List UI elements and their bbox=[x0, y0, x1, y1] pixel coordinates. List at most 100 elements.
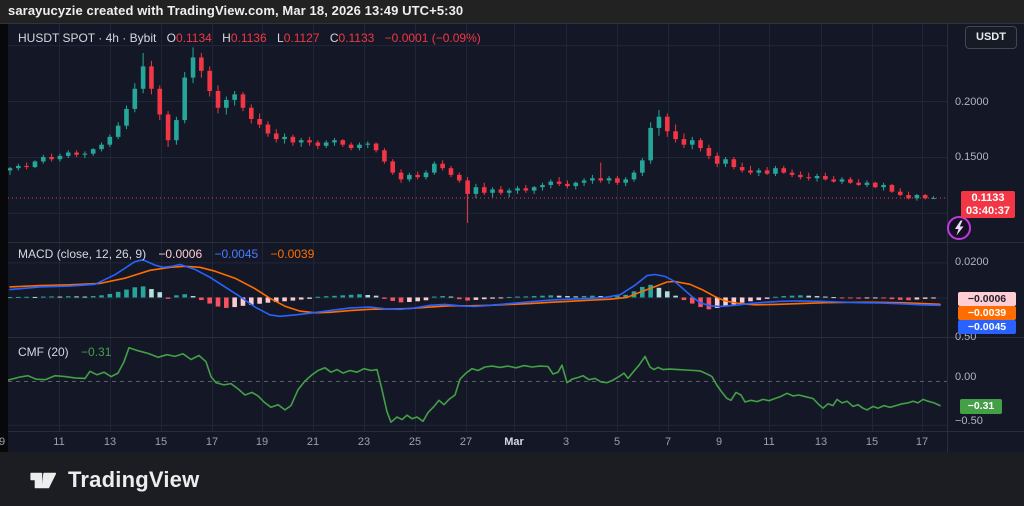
candle-body bbox=[656, 116, 662, 128]
cmf-legend: CMF (20) −0.31 bbox=[18, 345, 111, 359]
candle-body bbox=[848, 179, 853, 183]
candle-body bbox=[864, 182, 870, 185]
candle-body bbox=[465, 180, 470, 194]
macd-histogram-bar bbox=[90, 296, 96, 298]
macd-histogram-bar bbox=[723, 297, 728, 307]
macd-histogram-bar bbox=[789, 295, 795, 298]
candle-body bbox=[432, 163, 437, 173]
macd-histogram-bar bbox=[556, 295, 562, 298]
time-tick-label: 17 bbox=[205, 436, 219, 448]
candle-body bbox=[224, 99, 229, 108]
bar-countdown: 03:40:37 bbox=[965, 205, 1011, 217]
candle-body bbox=[823, 176, 828, 180]
macd-histogram-bar bbox=[307, 297, 312, 299]
macd-histogram-bar bbox=[273, 297, 279, 302]
macd-histogram-bar bbox=[382, 297, 387, 299]
candle-body bbox=[190, 57, 196, 78]
macd-histogram-bar bbox=[340, 295, 346, 298]
exchange[interactable]: Bybit bbox=[129, 31, 157, 45]
scale-label: 0.0200 bbox=[955, 256, 989, 268]
macd-histogram-bar bbox=[848, 297, 853, 299]
macd-histogram-bar bbox=[931, 297, 936, 299]
currency-toggle-button[interactable]: USDT bbox=[965, 26, 1017, 49]
candle-body bbox=[914, 195, 920, 199]
close-value: 0.1133 bbox=[338, 31, 375, 45]
candle-body bbox=[648, 127, 653, 161]
candle-body bbox=[615, 178, 620, 183]
candle-body bbox=[16, 165, 21, 169]
candle-body bbox=[415, 174, 420, 178]
macd-histogram-bar bbox=[839, 297, 845, 299]
macd-histogram-bar bbox=[664, 291, 670, 298]
candle-body bbox=[265, 124, 271, 134]
tradingview-logo-text: TradingView bbox=[68, 467, 200, 492]
cmf-title[interactable]: CMF (20) bbox=[18, 345, 69, 359]
macd-histogram-bar bbox=[906, 297, 911, 301]
candle-body bbox=[57, 155, 63, 160]
symbol-legend: HUSDT SPOT · 4h · Bybit O0.1134 H0.1136 … bbox=[18, 31, 481, 45]
macd-histogram-bar bbox=[65, 296, 71, 298]
macd-histogram-bar bbox=[174, 295, 179, 298]
tradingview-brand[interactable]: TradingView bbox=[28, 465, 199, 495]
candle-body bbox=[781, 168, 787, 173]
candle-body bbox=[506, 190, 512, 193]
macd-histogram-bar bbox=[897, 297, 903, 300]
candle-body bbox=[132, 88, 138, 109]
candle-body bbox=[398, 172, 404, 180]
time-tick-label: 25 bbox=[408, 436, 422, 448]
candle-body bbox=[240, 94, 246, 108]
candle-body bbox=[931, 198, 936, 200]
interval[interactable]: 4h bbox=[105, 31, 119, 45]
boost-lightning-icon[interactable] bbox=[946, 215, 972, 241]
time-tick-label: 3 bbox=[562, 436, 570, 448]
candle-body bbox=[140, 66, 146, 89]
macd-histogram-bar bbox=[165, 297, 171, 299]
candle-body bbox=[82, 153, 88, 155]
macd-histogram-bar bbox=[689, 297, 695, 304]
macd-histogram-bar bbox=[764, 297, 770, 299]
macd-histogram-bar bbox=[199, 297, 204, 301]
last-price: 0.1133 bbox=[971, 192, 1005, 204]
macd-histogram-bar bbox=[856, 297, 861, 299]
candle-body bbox=[373, 143, 379, 151]
candle-body bbox=[889, 184, 895, 192]
time-tick-label: 5 bbox=[613, 436, 621, 448]
time-tick-label: 11 bbox=[763, 436, 775, 448]
macd-histogram-bar bbox=[706, 297, 712, 310]
macd-histogram-bar bbox=[224, 297, 229, 308]
macd-histogram-bar bbox=[814, 296, 820, 298]
candle-body bbox=[74, 152, 79, 155]
candle-body bbox=[598, 178, 604, 181]
open-label: O bbox=[166, 31, 177, 45]
macd-histogram-bar bbox=[540, 295, 545, 298]
macd-histogram-bar bbox=[74, 296, 79, 298]
candle-body bbox=[107, 136, 113, 145]
macd-histogram-bar bbox=[872, 297, 878, 299]
macd-histogram-bar bbox=[523, 296, 529, 298]
macd-histogram-bar bbox=[357, 294, 362, 298]
candle-body bbox=[298, 140, 304, 143]
candle-body bbox=[115, 125, 121, 137]
candle-body bbox=[481, 187, 487, 193]
candle-body bbox=[365, 143, 371, 145]
symbol-name[interactable]: HUSDT SPOT bbox=[18, 31, 95, 45]
macd-histogram-bar bbox=[190, 296, 196, 298]
macd-histogram-bar bbox=[739, 297, 745, 303]
macd-histogram-bar bbox=[398, 297, 404, 303]
macd-title[interactable]: MACD bbox=[18, 247, 54, 261]
candle-body bbox=[739, 167, 745, 171]
candle-body bbox=[65, 152, 71, 156]
macd-histogram-bar bbox=[798, 295, 803, 298]
macd-histogram-bar bbox=[415, 297, 420, 302]
macd-histogram-bar bbox=[157, 292, 163, 298]
macd-histogram-bar bbox=[448, 296, 454, 298]
macd-histogram-bar bbox=[365, 294, 371, 298]
macd-histogram-bar bbox=[565, 296, 570, 298]
macd-histogram-bar bbox=[656, 287, 662, 298]
macd-histogram-bar bbox=[590, 295, 595, 298]
time-tick-label: 15 bbox=[154, 436, 168, 448]
macd-histogram-bar bbox=[40, 296, 46, 298]
macd-histogram-bar bbox=[581, 296, 587, 298]
candle-body bbox=[565, 183, 570, 187]
